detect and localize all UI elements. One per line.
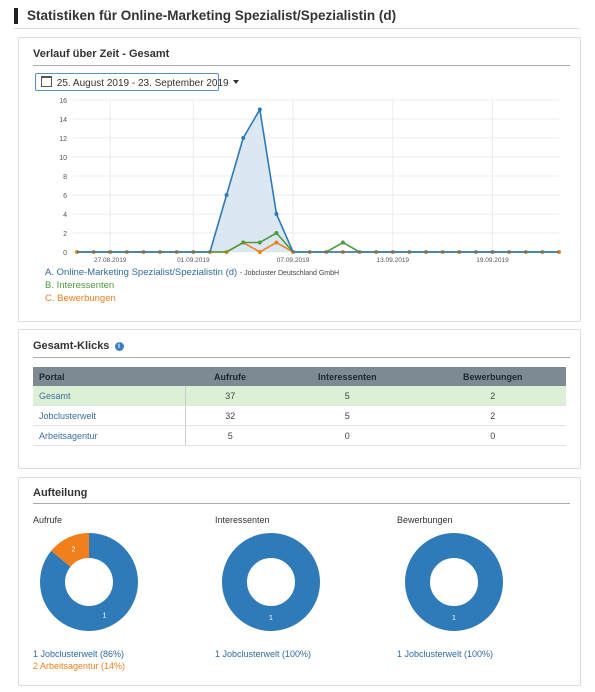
table-cell: 0 [419, 425, 566, 446]
clicks-table: Portal Aufrufe Interessenten Bewerbungen… [33, 367, 566, 446]
data-point-a [274, 212, 279, 216]
data-point-a [257, 107, 262, 112]
y-tick-label: 0 [63, 250, 67, 257]
donut-label-bewerbungen: Bewerbungen [397, 515, 453, 525]
donut-legend-item: 2 Arbeitsagentur (14%) [33, 661, 126, 671]
table-header-row: Portal Aufrufe Interessenten Bewerbungen [33, 367, 566, 386]
split-panel: Aufteilung Aufrufe Interessenten Bewerbu… [18, 477, 581, 686]
column-header-interessenten[interactable]: Interessenten [275, 367, 420, 386]
clicks-panel: Gesamt-Klicks i Portal Aufrufe Interesse… [18, 329, 581, 469]
table-row: Gesamt 37 5 2 [33, 386, 566, 406]
column-header-portal[interactable]: Portal [33, 367, 185, 386]
x-tick-label: 27.08.2019 [94, 257, 127, 264]
series-a-area [77, 109, 559, 252]
table-cell: 37 [185, 386, 276, 406]
calendar-icon [41, 76, 52, 87]
legend-series-a[interactable]: A. Online-Marketing Spezialist/Spezialis… [45, 267, 339, 278]
data-point-a [224, 193, 229, 197]
slice-label: 1 [452, 615, 456, 622]
column-header-aufrufe[interactable]: Aufrufe [185, 367, 276, 386]
timeline-panel: Verlauf über Zeit - Gesamt 25. August 20… [18, 37, 581, 322]
divider [33, 357, 570, 358]
table-cell: 2 [419, 386, 566, 406]
y-tick-label: 16 [59, 98, 67, 105]
date-range-picker[interactable]: 25. August 2019 - 23. September 2019 [35, 73, 240, 91]
column-header-bewerbungen[interactable]: Bewerbungen [419, 367, 566, 386]
donut-label-aufrufe: Aufrufe [33, 515, 63, 525]
date-range-label: 25. August 2019 - 23. September 2019 [56, 78, 229, 89]
caret-down-icon [233, 80, 240, 84]
donut-legend-item: 1 Jobclusterwelt (86%) [33, 649, 125, 659]
table-cell: 2 [419, 405, 566, 426]
timeline-title: Verlauf über Zeit - Gesamt [33, 48, 170, 60]
y-tick-label: 6 [63, 193, 67, 200]
series-line-a [77, 107, 559, 253]
donut-chart-interessenten: 1 [222, 533, 320, 631]
data-point-b [241, 240, 246, 245]
legend-a-company: - Jobcluster Deutschland GmbH [239, 270, 340, 277]
page-title: Statistiken für Online-Marketing Spezial… [27, 8, 397, 23]
table-cell: 32 [185, 405, 276, 426]
y-tick-label: 8 [63, 174, 67, 181]
legend-series-b[interactable]: B. Interessenten [45, 280, 115, 291]
table-cell: 5 [275, 405, 420, 426]
portal-link[interactable]: Jobclusterwelt [33, 405, 186, 426]
table-cell: 5 [185, 425, 276, 446]
y-tick-label: 2 [63, 231, 67, 238]
donut-legend-item: 1 Jobclusterwelt (100%) [215, 649, 312, 659]
table-cell: 5 [275, 386, 420, 406]
donut-chart-aufrufe: 12 [40, 533, 138, 631]
table-cell: 0 [275, 425, 420, 446]
data-point-c [257, 250, 262, 254]
y-tick-label: 14 [59, 117, 67, 124]
series-line-b [77, 231, 559, 253]
donut-slice [40, 533, 138, 631]
header-accent-bar [14, 8, 18, 24]
data-point-b [340, 240, 345, 245]
legend-a-label: A. Online-Marketing Spezialist/Spezialis… [45, 267, 238, 278]
donut-slice [51, 533, 89, 567]
y-tick-label: 12 [59, 136, 67, 143]
donut-chart-bewerbungen: 1 [405, 533, 503, 631]
table-row: Jobclusterwelt 32 5 2 [33, 405, 566, 426]
legend-series-c[interactable]: C. Bewerbungen [45, 293, 116, 304]
series-line-c [77, 241, 559, 253]
slice-label: 1 [269, 615, 273, 622]
donut-legend-item: 1 Jobclusterwelt (100%) [397, 649, 494, 659]
page-header: Statistiken für Online-Marketing Spezial… [14, 6, 580, 29]
divider [33, 65, 570, 66]
info-icon[interactable]: i [114, 342, 124, 351]
donut-slice [405, 533, 503, 631]
portal-link[interactable]: Arbeitsagentur [33, 425, 186, 446]
data-point-c [274, 240, 279, 245]
timeline-chart: 0 2 4 6 8 10 12 14 16 27.08.2019 01.09.2019 07.09.2… [59, 98, 561, 264]
clicks-title: Gesamt-Klicks i [33, 340, 124, 352]
slice-label: 1 [103, 613, 107, 620]
x-tick-label: 01.09.2019 [177, 257, 210, 264]
x-tick-label: 19.09.2019 [476, 257, 509, 264]
donut-slice [222, 533, 320, 631]
y-tick-label: 10 [59, 155, 67, 162]
y-tick-label: 4 [63, 212, 67, 219]
divider [33, 503, 570, 504]
data-point-b [274, 231, 279, 235]
portal-link[interactable]: Gesamt [33, 386, 186, 406]
donut-label-interessenten: Interessenten [215, 515, 270, 525]
x-tick-label: 13.09.2019 [377, 257, 410, 264]
table-row: Arbeitsagentur 5 0 0 [33, 425, 566, 446]
x-tick-label: 07.09.2019 [277, 257, 310, 264]
data-point-a [241, 136, 246, 140]
clicks-title-label: Gesamt-Klicks [33, 340, 110, 352]
split-title: Aufteilung [33, 487, 88, 499]
data-point-b [257, 240, 262, 245]
slice-label: 2 [72, 546, 76, 553]
